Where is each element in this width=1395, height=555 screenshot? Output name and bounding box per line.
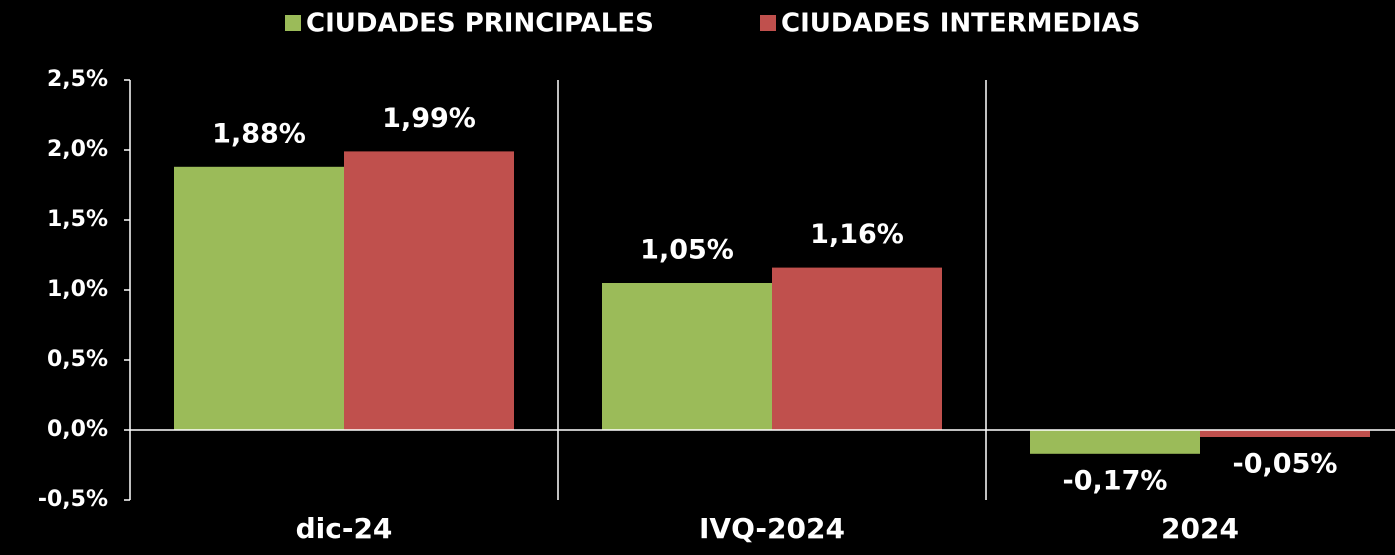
- data-label: 1,16%: [810, 219, 904, 250]
- data-label: -0,05%: [1233, 449, 1338, 480]
- bar: [602, 283, 772, 430]
- bar: [344, 151, 514, 430]
- data-label: 1,88%: [212, 118, 306, 149]
- bar: [1200, 430, 1370, 437]
- bar: [772, 267, 942, 430]
- y-tick-label: 0,5%: [47, 347, 108, 372]
- x-tick-label: dic-24: [296, 512, 393, 545]
- bar: [1030, 430, 1200, 454]
- y-tick-label: 2,0%: [47, 137, 108, 162]
- y-tick-label: 1,5%: [47, 207, 108, 232]
- legend-swatch: [760, 15, 776, 31]
- y-tick-label: -0,5%: [38, 487, 108, 512]
- y-tick-label: 2,5%: [47, 67, 108, 92]
- data-label: 1,99%: [382, 103, 476, 134]
- y-tick-label: 1,0%: [47, 277, 108, 302]
- bar: [174, 166, 344, 431]
- y-tick-label: 0,0%: [47, 417, 108, 442]
- data-label: 1,05%: [640, 235, 734, 266]
- legend-label: CIUDADES INTERMEDIAS: [781, 9, 1140, 39]
- data-label: -0,17%: [1063, 465, 1168, 496]
- x-tick-label: 2024: [1161, 512, 1239, 545]
- legend-swatch: [285, 15, 301, 31]
- x-tick-label: IVQ-2024: [699, 512, 845, 545]
- legend-label: CIUDADES PRINCIPALES: [306, 9, 654, 39]
